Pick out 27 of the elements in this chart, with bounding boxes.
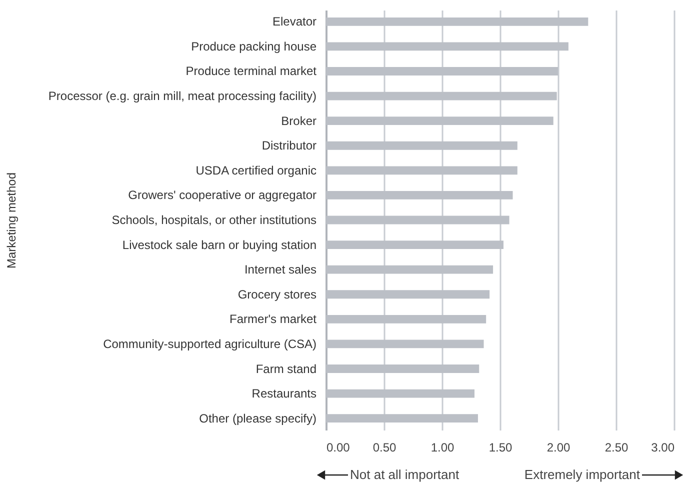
text: Not at all important bbox=[350, 467, 460, 482]
x-tick-label: 3.00 bbox=[651, 440, 675, 454]
x-tick-label: 1.00 bbox=[430, 440, 454, 454]
y-tick-label: Restaurants bbox=[252, 386, 316, 401]
y-tick-label: Produce packing house bbox=[191, 39, 317, 54]
x-tick-label: 0.00 bbox=[326, 440, 350, 454]
y-tick-label: Produce terminal market bbox=[186, 64, 318, 78]
y-axis-title: Marketing method bbox=[4, 172, 18, 269]
y-tick-label: Livestock sale barn or buying station bbox=[122, 238, 316, 252]
y-tick-label: Processor (e.g. grain mill, meat processing facility) bbox=[48, 89, 316, 104]
y-tick-label: Schools, hospitals, or other institutions bbox=[112, 213, 316, 227]
y-tick-label: Other (please specify) bbox=[199, 411, 316, 426]
y-tick-label: Farmer's market bbox=[230, 312, 318, 326]
y-tick-label: Elevator bbox=[272, 14, 316, 29]
y-tick-label: Farm stand bbox=[256, 362, 316, 376]
y-tick-label: Growers' cooperative or aggregator bbox=[128, 188, 316, 202]
y-tick-label: Community-supported agriculture (CSA) bbox=[103, 336, 316, 351]
y-tick-label: Grocery stores bbox=[238, 287, 316, 302]
y-tick-label: Broker bbox=[281, 114, 317, 128]
x-tick-label: 0.50 bbox=[372, 440, 396, 454]
y-tick-label: USDA certified organic bbox=[196, 163, 316, 178]
y-tick-label: Distributor bbox=[262, 138, 316, 153]
y-tick-label: Internet sales bbox=[244, 262, 316, 277]
x-tick-label: 1.50 bbox=[488, 440, 512, 454]
x-tick-label: 2.50 bbox=[604, 440, 628, 454]
text: Extremely important bbox=[524, 467, 640, 482]
x-tick-label: 2.00 bbox=[546, 440, 570, 454]
